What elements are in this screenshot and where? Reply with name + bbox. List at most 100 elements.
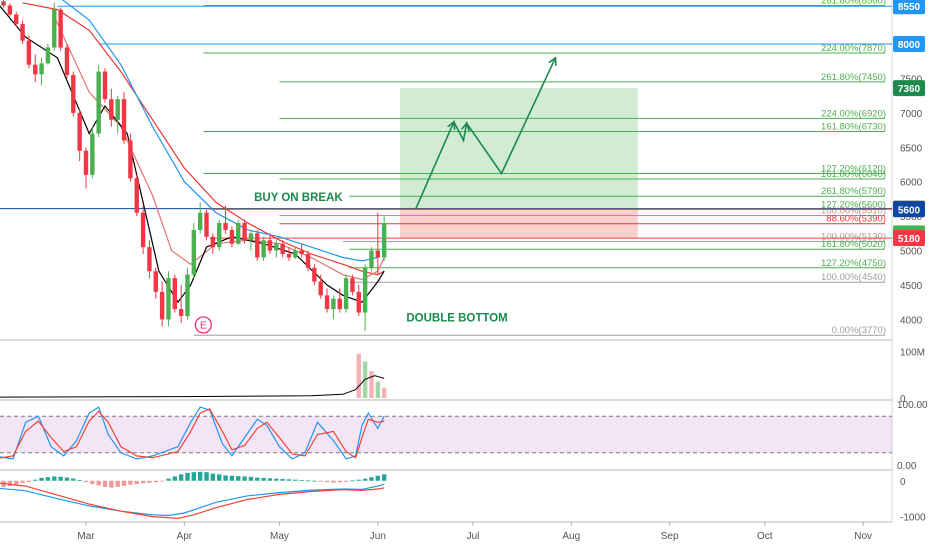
candle-47[interactable]	[293, 247, 298, 259]
candle-23[interactable]	[140, 205, 146, 255]
price-tick-6: 7000	[900, 109, 923, 120]
candle-4[interactable]	[20, 20, 25, 45]
candle-27[interactable]	[166, 271, 171, 327]
fib-level-label-3: 224.00%(6920)	[821, 108, 886, 119]
candle-body	[242, 223, 247, 241]
candle-body	[121, 99, 127, 141]
candle-2[interactable]	[7, 3, 13, 17]
candle-28[interactable]	[172, 274, 178, 313]
candle-39[interactable]	[242, 219, 247, 244]
candle-43[interactable]	[267, 233, 273, 255]
candle-55[interactable]	[343, 274, 349, 313]
moving-average-1	[61, 0, 378, 262]
candle-body	[197, 212, 203, 230]
candle-40[interactable]	[248, 229, 254, 251]
candle-30[interactable]	[185, 267, 190, 320]
fib-level-label-8: 127.20%(5600)	[821, 199, 886, 210]
candle-body	[172, 278, 178, 310]
candle-24[interactable]	[147, 240, 152, 279]
candle-29[interactable]	[178, 284, 184, 323]
macd-histogram-bar-43	[267, 478, 273, 481]
fib-level-label-6: 161.80%(6040)	[821, 169, 886, 180]
candle-14[interactable]	[83, 147, 89, 189]
macd-histogram-bar-25	[153, 480, 158, 483]
price-badge-label: 8000	[898, 40, 921, 51]
candlesticks[interactable]	[0, 0, 387, 332]
candle-13[interactable]	[77, 109, 82, 162]
candle-33[interactable]	[204, 209, 209, 241]
candle-17[interactable]	[102, 68, 108, 103]
candle-1[interactable]	[1, 0, 6, 8]
candle-body	[96, 71, 101, 134]
candle-19[interactable]	[115, 95, 120, 134]
candle-51[interactable]	[318, 274, 323, 299]
candle-26[interactable]	[159, 281, 165, 327]
time-axis[interactable]: Mar Apr May Jun Jul Aug Sep Oct Nov	[77, 522, 872, 542]
fib-level-label-1: 224.00%(7870)	[821, 43, 886, 54]
candle-41[interactable]	[255, 229, 260, 261]
candle-5[interactable]	[26, 35, 32, 69]
candle-body	[83, 150, 89, 175]
candle-35[interactable]	[217, 219, 222, 251]
candle-59[interactable]	[369, 247, 374, 272]
candle-20[interactable]	[121, 92, 127, 144]
candle-body	[236, 223, 241, 244]
candle-42[interactable]	[261, 236, 266, 261]
candle-46[interactable]	[286, 247, 292, 261]
candle-31[interactable]	[191, 223, 197, 279]
candle-36[interactable]	[223, 205, 228, 234]
fib-level-label-11: 100.00%(5130)	[821, 232, 886, 243]
candle-21[interactable]	[128, 133, 133, 182]
candle-52[interactable]	[324, 288, 330, 313]
macd-histogram-bar-41	[255, 477, 260, 481]
macd-histogram-bar-48	[299, 480, 304, 481]
candle-34[interactable]	[210, 233, 216, 255]
candle-60[interactable]	[375, 212, 381, 275]
candle-3[interactable]	[14, 11, 19, 27]
candle-body	[369, 250, 374, 268]
candle-8[interactable]	[45, 44, 51, 65]
macd-histogram-bar-17	[102, 480, 108, 487]
macd-histogram-bar-30	[185, 472, 190, 481]
candle-57[interactable]	[356, 284, 361, 316]
candle-7[interactable]	[39, 57, 44, 86]
macd-histogram-bar-47	[293, 479, 298, 481]
candle-45[interactable]	[280, 240, 285, 258]
candle-body	[324, 295, 330, 310]
macd-histogram-bar-55	[343, 480, 349, 482]
candle-37[interactable]	[229, 226, 235, 248]
candle-16[interactable]	[96, 64, 101, 137]
price-axis[interactable]: 4000 4500 5000 5500 6000 6500 7000 7500	[900, 74, 923, 326]
candle-44[interactable]	[274, 240, 279, 258]
time-label-4: Jul	[467, 531, 480, 542]
candle-50[interactable]	[312, 264, 317, 285]
candle-32[interactable]	[197, 202, 203, 234]
candle-25[interactable]	[153, 267, 158, 299]
candle-body	[64, 47, 70, 76]
candle-12[interactable]	[71, 71, 76, 117]
candle-18[interactable]	[109, 88, 114, 127]
volume-bar-0	[356, 353, 361, 398]
macd-histogram-bar-52	[324, 480, 330, 483]
candle-22[interactable]	[134, 174, 139, 217]
candle-6[interactable]	[33, 54, 38, 82]
candle-48[interactable]	[299, 243, 304, 258]
candle-61[interactable]	[381, 216, 387, 261]
candle-body	[185, 274, 190, 316]
candle-11[interactable]	[64, 44, 70, 79]
candle-54[interactable]	[337, 288, 342, 313]
target-zone	[400, 88, 638, 209]
candle-38[interactable]	[236, 219, 241, 246]
candle-49[interactable]	[305, 250, 311, 272]
macd-histogram-bar-2	[7, 480, 13, 487]
candle-15[interactable]	[90, 126, 95, 179]
candle-9[interactable]	[52, 2, 57, 51]
stochastic-tick-1: 0.00	[897, 461, 917, 472]
candle-58[interactable]	[362, 264, 368, 332]
fib-level-label-15: 0.00%(3770)	[832, 325, 886, 336]
candle-53[interactable]	[331, 295, 336, 320]
candle-56[interactable]	[350, 274, 355, 296]
candle-body	[331, 298, 336, 310]
candle-10[interactable]	[58, 7, 63, 51]
